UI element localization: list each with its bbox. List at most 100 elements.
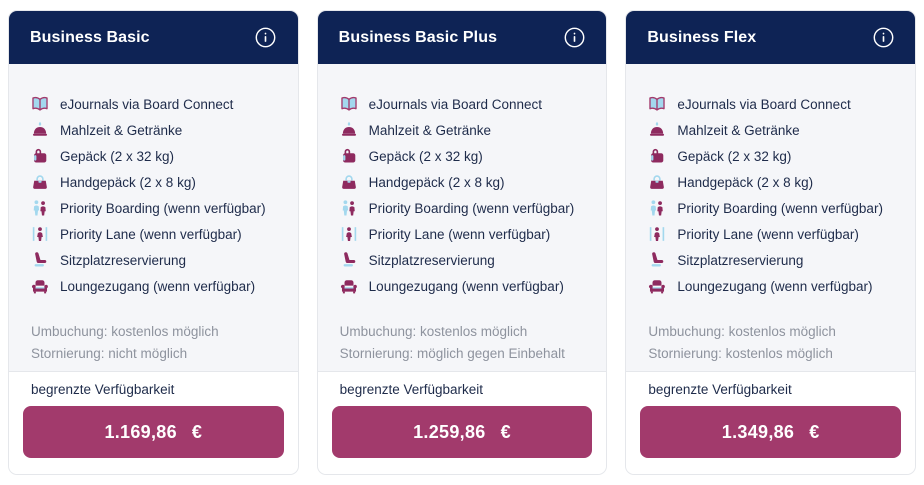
feature-label: Loungezugang (wenn verfügbar) [368, 278, 564, 294]
feature-label: Loungezugang (wenn verfügbar) [677, 278, 873, 294]
feature-item: Mahlzeit & Getränke [340, 117, 585, 143]
fare-card: Business Basic Plus eJournals via Board … [316, 10, 608, 475]
fare-title: Business Flex [647, 28, 757, 46]
feature-label: Gepäck (2 x 32 kg) [677, 148, 792, 164]
conditions-block: Umbuchung: kostenlos möglich Stornierung:… [340, 321, 585, 365]
fare-title: Business Basic [30, 28, 150, 46]
availability-note: begrenzte Verfügbarkeit [648, 382, 792, 397]
seat-icon [340, 251, 358, 269]
meal-icon [648, 121, 666, 139]
feature-label: Sitzplatzreservierung [60, 252, 187, 268]
seat-icon [648, 251, 666, 269]
info-icon[interactable] [254, 26, 278, 50]
price-button[interactable]: 1.169,86 € [23, 406, 284, 458]
feature-item: Handgepäck (2 x 8 kg) [648, 169, 893, 195]
feature-item: Priority Lane (wenn verfügbar) [340, 221, 585, 247]
feature-label: eJournals via Board Connect [60, 96, 234, 112]
suitcase-icon [648, 147, 666, 165]
book-icon [340, 95, 358, 113]
info-icon[interactable] [871, 26, 895, 50]
feature-item: Mahlzeit & Getränke [31, 117, 276, 143]
feature-item: Priority Lane (wenn verfügbar) [648, 221, 893, 247]
book-icon [31, 95, 49, 113]
info-icon-glyph [564, 27, 585, 48]
priority-boarding-icon [340, 199, 358, 217]
feature-item: Priority Boarding (wenn verfügbar) [31, 195, 276, 221]
feature-label: Sitzplatzreservierung [677, 252, 804, 268]
price-value: 1.169,86 [104, 421, 177, 442]
fare-card-header: Business Basic [9, 11, 298, 64]
suitcase-icon [340, 147, 358, 165]
price-value: 1.349,86 [721, 421, 795, 442]
feature-label: Mahlzeit & Getränke [60, 122, 183, 138]
feature-label: Mahlzeit & Getränke [368, 122, 491, 138]
fare-card-body: eJournals via Board Connect Mahlzeit & Ge… [626, 64, 915, 371]
fare-card-footer: begrenzte Verfügbarkeit 1.349,86 € [626, 371, 916, 474]
condition-line: Umbuchung: kostenlos möglich [648, 324, 836, 339]
feature-label: Priority Lane (wenn verfügbar) [60, 226, 242, 242]
feature-item: Priority Boarding (wenn verfügbar) [340, 195, 585, 221]
handbag-icon [648, 173, 666, 191]
priority-boarding-icon [31, 199, 49, 217]
feature-item: Mahlzeit & Getränke [648, 117, 893, 143]
feature-label: Gepäck (2 x 32 kg) [368, 148, 483, 164]
feature-item: Loungezugang (wenn verfügbar) [31, 273, 276, 299]
feature-label: Priority Lane (wenn verfügbar) [677, 226, 859, 242]
fare-card: Business Basic eJournals via Board Conne… [8, 10, 299, 475]
conditions-block: Umbuchung: kostenlos möglich Stornierung:… [31, 321, 276, 365]
currency-symbol: € [500, 421, 511, 442]
fare-card-header: Business Basic Plus [317, 11, 607, 64]
availability-note: begrenzte Verfügbarkeit [31, 382, 175, 397]
info-icon[interactable] [562, 26, 586, 50]
feature-item: Gepäck (2 x 32 kg) [31, 143, 276, 169]
feature-label: Handgepäck (2 x 8 kg) [677, 174, 814, 190]
fare-title: Business Basic Plus [338, 28, 498, 46]
feature-item: Sitzplatzreservierung [340, 247, 585, 273]
fare-card-header: Business Flex [626, 11, 916, 64]
feature-item: Priority Lane (wenn verfügbar) [31, 221, 276, 247]
price-button[interactable]: 1.349,86 € [640, 406, 902, 458]
feature-list: eJournals via Board Connect Mahlzeit & Ge… [31, 91, 276, 299]
feature-label: Sitzplatzreservierung [368, 252, 495, 268]
feature-label: eJournals via Board Connect [368, 96, 543, 112]
currency-symbol: € [809, 421, 820, 442]
feature-item: Gepäck (2 x 32 kg) [340, 143, 585, 169]
feature-item: Gepäck (2 x 32 kg) [648, 143, 893, 169]
conditions-block: Umbuchung: kostenlos möglich Stornierung:… [648, 321, 893, 365]
price-button[interactable]: 1.259,86 € [331, 406, 593, 458]
fare-card-body: eJournals via Board Connect Mahlzeit & Ge… [318, 64, 607, 371]
priority-boarding-icon [648, 199, 666, 217]
feature-item: eJournals via Board Connect [31, 91, 276, 117]
feature-label: Mahlzeit & Getränke [677, 122, 800, 138]
info-icon-glyph [873, 27, 893, 48]
availability-note: begrenzte Verfügbarkeit [339, 382, 484, 397]
handbag-icon [340, 173, 358, 191]
book-icon [648, 95, 666, 113]
feature-label: Handgepäck (2 x 8 kg) [60, 174, 196, 190]
lounge-icon [31, 277, 49, 295]
info-icon-glyph [255, 27, 276, 48]
meal-icon [31, 121, 49, 139]
condition-line: Stornierung: möglich gegen Einbehalt [339, 346, 565, 361]
feature-item: eJournals via Board Connect [648, 91, 893, 117]
price-value: 1.259,86 [413, 421, 486, 442]
lounge-icon [648, 277, 666, 295]
priority-lane-icon [340, 225, 358, 243]
feature-item: Sitzplatzreservierung [31, 247, 276, 273]
handbag-icon [31, 173, 49, 191]
feature-label: Gepäck (2 x 32 kg) [60, 148, 175, 164]
condition-line: Umbuchung: kostenlos möglich [31, 324, 219, 339]
meal-icon [340, 121, 358, 139]
feature-label: Loungezugang (wenn verfügbar) [60, 278, 256, 294]
seat-icon [31, 251, 49, 269]
fare-card: Business Flex eJournals via Board Connec… [625, 10, 917, 475]
feature-label: Priority Boarding (wenn verfügbar) [60, 200, 266, 216]
feature-list: eJournals via Board Connect Mahlzeit & Ge… [340, 91, 585, 299]
feature-label: Priority Boarding (wenn verfügbar) [368, 200, 575, 216]
feature-label: Handgepäck (2 x 8 kg) [368, 174, 505, 190]
fare-card-body: eJournals via Board Connect Mahlzeit & Ge… [9, 64, 298, 371]
condition-line: Stornierung: kostenlos möglich [648, 346, 833, 361]
feature-list: eJournals via Board Connect Mahlzeit & Ge… [648, 91, 893, 299]
condition-line: Stornierung: nicht möglich [31, 346, 188, 361]
